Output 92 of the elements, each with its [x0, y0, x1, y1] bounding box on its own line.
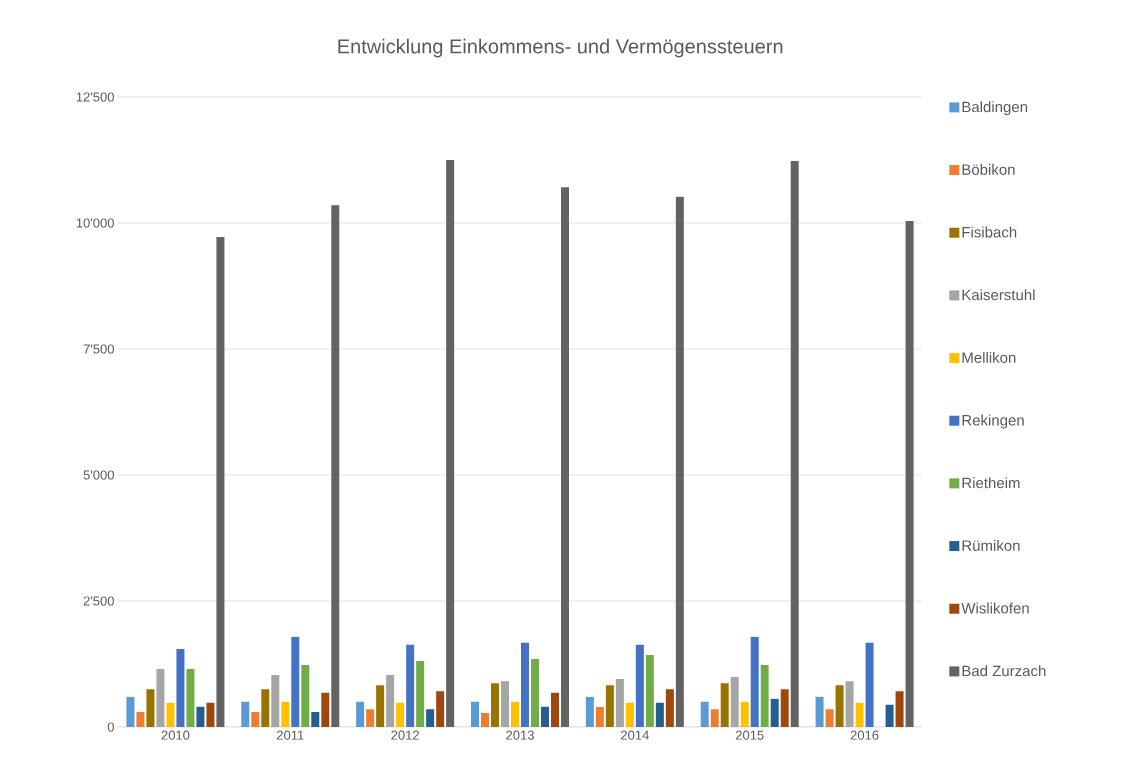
- x-tick-label: 2016: [850, 730, 879, 740]
- bar: [625, 702, 634, 727]
- bar: [356, 701, 365, 727]
- bar: [216, 237, 225, 727]
- bar: [176, 648, 185, 727]
- bar: [376, 685, 385, 727]
- x-tick-label: 2014: [621, 730, 649, 740]
- bar: [501, 681, 509, 727]
- x-tick-label: 2015: [735, 730, 764, 740]
- bar: [206, 702, 215, 727]
- bar: [481, 712, 489, 727]
- legend-label: Baldingen: [962, 101, 1028, 116]
- bar: [271, 675, 280, 727]
- bar: [615, 679, 624, 727]
- bar: [675, 196, 684, 727]
- bar: [491, 683, 499, 727]
- bar: [511, 701, 519, 727]
- bar: [750, 636, 759, 727]
- bar: [531, 658, 539, 727]
- bar: [301, 665, 310, 727]
- bar: [561, 187, 569, 727]
- bar: [720, 683, 729, 727]
- bar: [386, 675, 395, 727]
- bar: [635, 644, 644, 727]
- bar: [331, 205, 340, 727]
- bar: [146, 689, 155, 727]
- x-tick-label: 2011: [276, 730, 304, 740]
- legend-label: Kaiserstuhl: [962, 289, 1035, 301]
- bar: [700, 701, 709, 727]
- y-tick-label: 10'000: [76, 218, 114, 228]
- bar: [406, 644, 415, 727]
- legend-label: Rümikon: [962, 539, 1020, 551]
- bar: [790, 161, 799, 727]
- bar: [585, 696, 594, 727]
- bar: [196, 706, 205, 727]
- bar: [835, 685, 844, 727]
- bar: [156, 669, 165, 727]
- bar: [845, 681, 854, 727]
- legend-label: Mellikon: [962, 351, 1016, 363]
- bar: [865, 642, 874, 727]
- bar: [136, 711, 145, 727]
- legend-label: Bad Zurzach: [962, 665, 1046, 677]
- bar: [855, 702, 864, 727]
- bar: [186, 669, 195, 727]
- x-tick-label: 2012: [391, 730, 419, 740]
- bar: [595, 706, 604, 727]
- bar: [885, 704, 894, 727]
- bar: [770, 698, 779, 727]
- bar: [126, 696, 135, 727]
- bar: [251, 711, 260, 727]
- bar: [730, 677, 739, 727]
- bar: [521, 642, 530, 727]
- bar: [426, 709, 435, 727]
- legend-label: Rekingen: [962, 414, 1024, 429]
- bar: [665, 689, 674, 727]
- x-tick-label: 2013: [506, 730, 534, 740]
- y-tick-label: 12'500: [76, 92, 114, 102]
- bar: [895, 691, 904, 727]
- legend-label: Fisibach: [962, 226, 1017, 238]
- bar: [645, 654, 654, 727]
- bar: [416, 660, 425, 727]
- bar: [710, 709, 719, 727]
- bar: [825, 709, 834, 727]
- legend-label: Rietheim: [962, 477, 1020, 489]
- y-tick-label: 7'500: [83, 344, 114, 354]
- bar: [241, 701, 250, 727]
- bar: [541, 706, 550, 727]
- bar: [281, 701, 290, 727]
- bar: [905, 220, 914, 727]
- bar: [655, 702, 664, 727]
- bar: [740, 701, 749, 727]
- bar: [261, 689, 270, 727]
- x-tick-label: 2010: [161, 730, 190, 740]
- bar: [551, 692, 559, 727]
- y-tick-label: 5'000: [83, 470, 114, 480]
- bar: [815, 696, 824, 727]
- bar: [311, 711, 320, 727]
- y-tick-label: 0: [107, 722, 114, 732]
- bar: [366, 709, 375, 727]
- bar: [780, 689, 789, 727]
- bar: [396, 702, 405, 727]
- legend-label: Böbikon: [962, 163, 1015, 175]
- chart-title: Entwicklung Einkommens- und Vermögenssteuern: [338, 38, 783, 58]
- bar: [321, 692, 330, 727]
- bar: [436, 691, 445, 727]
- bar: [605, 685, 614, 727]
- bar: [471, 701, 479, 727]
- legend-label: Wislikofen: [961, 602, 1029, 614]
- y-tick-label: 2'500: [83, 596, 114, 606]
- bar: [291, 636, 300, 727]
- bar: [166, 702, 175, 727]
- bar: [446, 159, 455, 727]
